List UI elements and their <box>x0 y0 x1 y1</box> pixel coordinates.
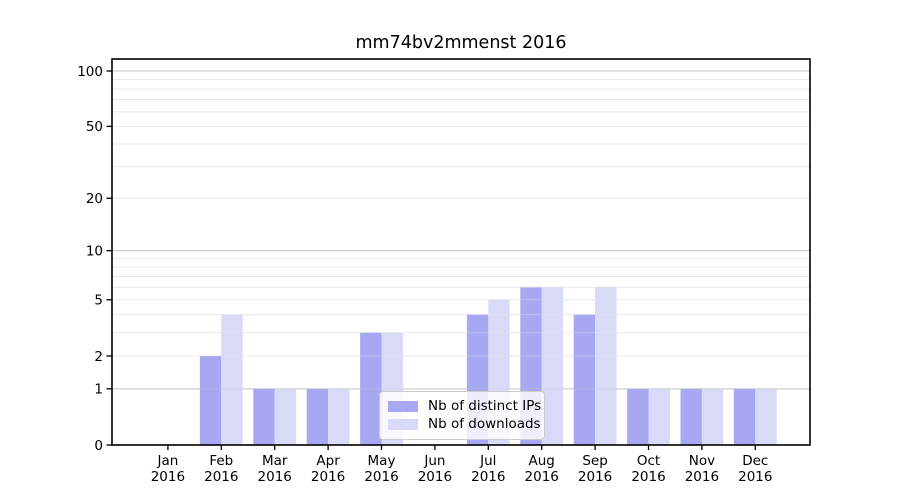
y-tick-label: 2 <box>94 349 103 365</box>
x-tick-label-year: 2016 <box>525 469 559 485</box>
x-tick-label-year: 2016 <box>685 469 719 485</box>
gridlines <box>112 70 810 390</box>
x-tick-label-month: Jan <box>156 453 178 469</box>
legend-label-downloads: Nb of downloads <box>428 415 541 432</box>
x-tick-label-month: Mar <box>262 453 288 469</box>
bar-sep-downloads <box>595 287 617 445</box>
bar-may-ips <box>360 332 382 445</box>
bar-nov-ips <box>680 388 702 445</box>
y-tick-label: 10 <box>86 243 103 259</box>
bar-mar-ips <box>253 388 275 445</box>
legend-label-distinct-ips: Nb of distinct IPs <box>428 397 542 414</box>
bar-apr-ips <box>306 388 329 445</box>
x-tick-label-year: 2016 <box>364 469 398 485</box>
legend-box: Nb of distinct IPs Nb of downloads <box>379 391 545 440</box>
bar-oct-downloads <box>648 388 670 445</box>
x-tick-label-year: 2016 <box>258 469 292 485</box>
bar-apr-downloads <box>328 388 350 445</box>
bar-feb-downloads <box>221 314 243 445</box>
y-tick-label: 1 <box>94 382 103 398</box>
bar-aug-downloads <box>541 287 564 445</box>
plot-border <box>111 58 811 446</box>
y-tick-label: 100 <box>77 64 103 80</box>
chart-title: mm74bv2mmenst 2016 <box>355 33 567 53</box>
bar-dec-ips <box>733 388 756 445</box>
legend-item-distinct-ips: Nb of distinct IPs <box>388 399 541 414</box>
x-tick-label-month: Feb <box>209 453 233 469</box>
bar-dec-downloads <box>755 388 777 445</box>
bar-sep-ips <box>573 314 596 445</box>
x-tick-label-year: 2016 <box>578 469 612 485</box>
x-tick-label-month: Nov <box>689 453 715 469</box>
bar-mar-downloads <box>274 388 297 445</box>
x-tick-label-month: Sep <box>582 453 607 469</box>
y-tick-label: 50 <box>86 119 103 135</box>
bar-oct-ips <box>627 388 649 445</box>
x-tick-label-year: 2016 <box>204 469 238 485</box>
legend-item-downloads: Nb of downloads <box>388 417 541 432</box>
x-tick-label-year: 2016 <box>738 469 772 485</box>
legend-swatch-downloads <box>388 419 418 431</box>
x-tick-label-month: Dec <box>742 453 768 469</box>
x-tick-label-month: Apr <box>316 453 340 469</box>
legend-swatch-distinct-ips <box>388 400 418 412</box>
x-tick-label-month: Jun <box>423 453 445 469</box>
x-tick-label-year: 2016 <box>418 469 452 485</box>
y-tick-label: 5 <box>94 293 103 309</box>
x-tick-label-year: 2016 <box>631 469 665 485</box>
y-tick-label: 20 <box>86 191 103 207</box>
x-tick-label-month: Jul <box>479 453 496 469</box>
x-tick-label-year: 2016 <box>151 469 185 485</box>
x-tick-label-month: May <box>368 453 396 469</box>
x-tick-label-year: 2016 <box>471 469 505 485</box>
x-tick-label-month: Aug <box>529 453 555 469</box>
x-tick-label-year: 2016 <box>311 469 345 485</box>
gridlines <box>112 70 810 390</box>
x-tick-label-month: Oct <box>637 453 660 469</box>
bar-feb-ips <box>199 355 222 445</box>
y-tick-label: 0 <box>94 438 103 454</box>
bar-nov-downloads <box>701 388 724 445</box>
